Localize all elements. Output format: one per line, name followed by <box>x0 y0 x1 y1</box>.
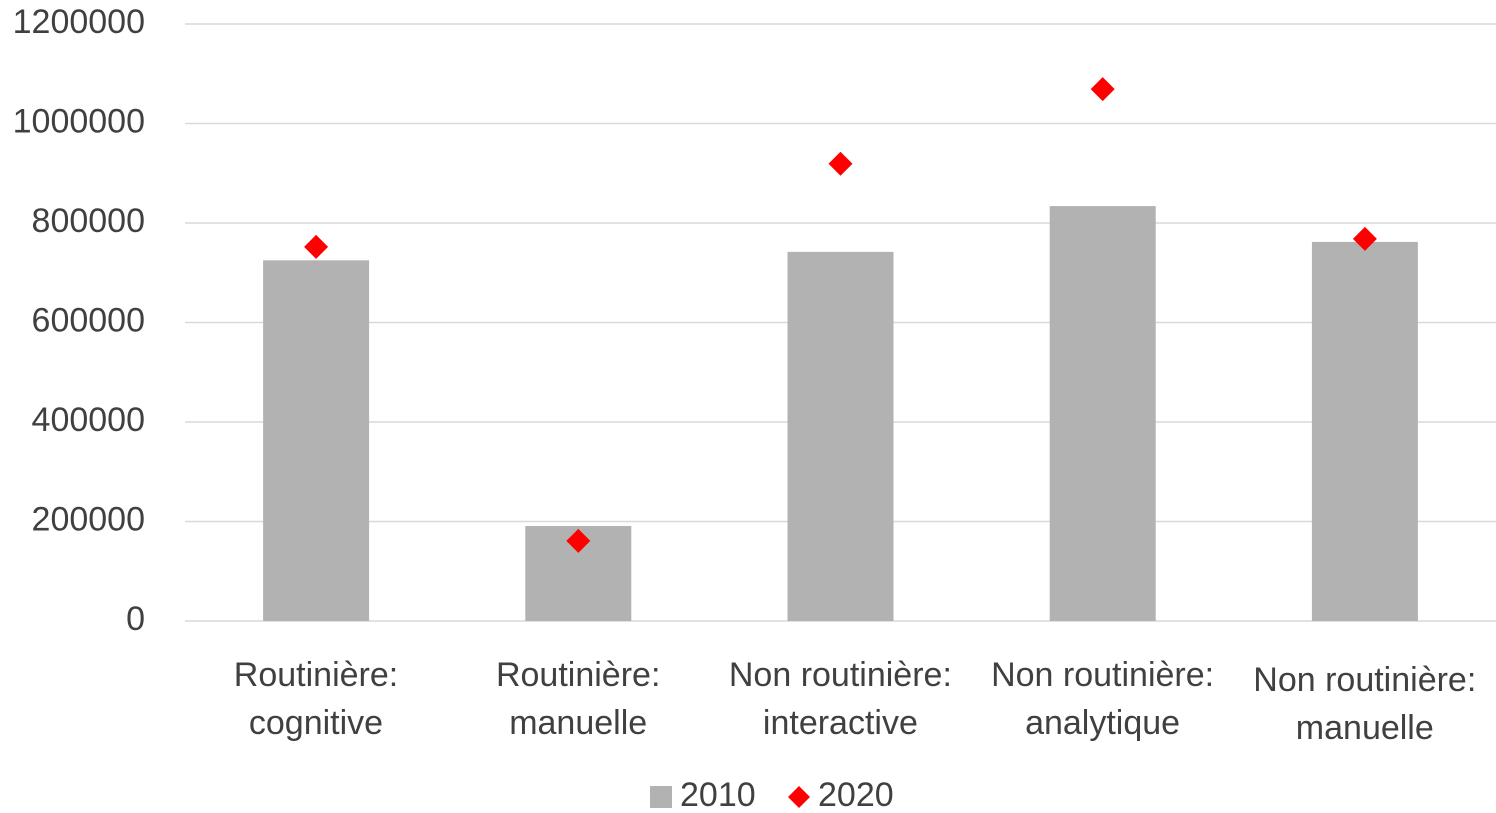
marker <box>566 528 591 553</box>
y-tick-label: 400000 <box>32 401 145 439</box>
legend-swatch <box>788 786 810 808</box>
legend-swatch <box>650 786 672 808</box>
y-tick-label: 600000 <box>32 301 145 339</box>
x-tick-label: Routinière: cognitive <box>233 656 399 742</box>
bar <box>787 251 894 622</box>
y-tick-label: 800000 <box>32 202 145 240</box>
legend-label: 2020 <box>818 776 894 813</box>
legend-label: 2010 <box>680 776 756 813</box>
bar <box>263 260 370 621</box>
bar <box>1311 241 1418 621</box>
x-tick-label: Non routinière: manuelle <box>1253 661 1477 747</box>
y-tick-label: 1200000 <box>13 3 145 41</box>
y-tick-label: 0 <box>126 600 145 638</box>
x-tick-label: Non routinière: interactive <box>728 656 952 742</box>
marker <box>304 234 329 259</box>
marker <box>828 151 853 176</box>
marker <box>1090 77 1115 102</box>
x-tick-label: Routinière: manuelle <box>495 656 661 742</box>
y-tick-label: 1000000 <box>13 102 145 140</box>
marker <box>1352 226 1377 251</box>
x-tick-label: Non routinière: analytique <box>991 656 1215 742</box>
bar <box>1049 206 1156 621</box>
y-tick-label: 200000 <box>32 500 145 538</box>
